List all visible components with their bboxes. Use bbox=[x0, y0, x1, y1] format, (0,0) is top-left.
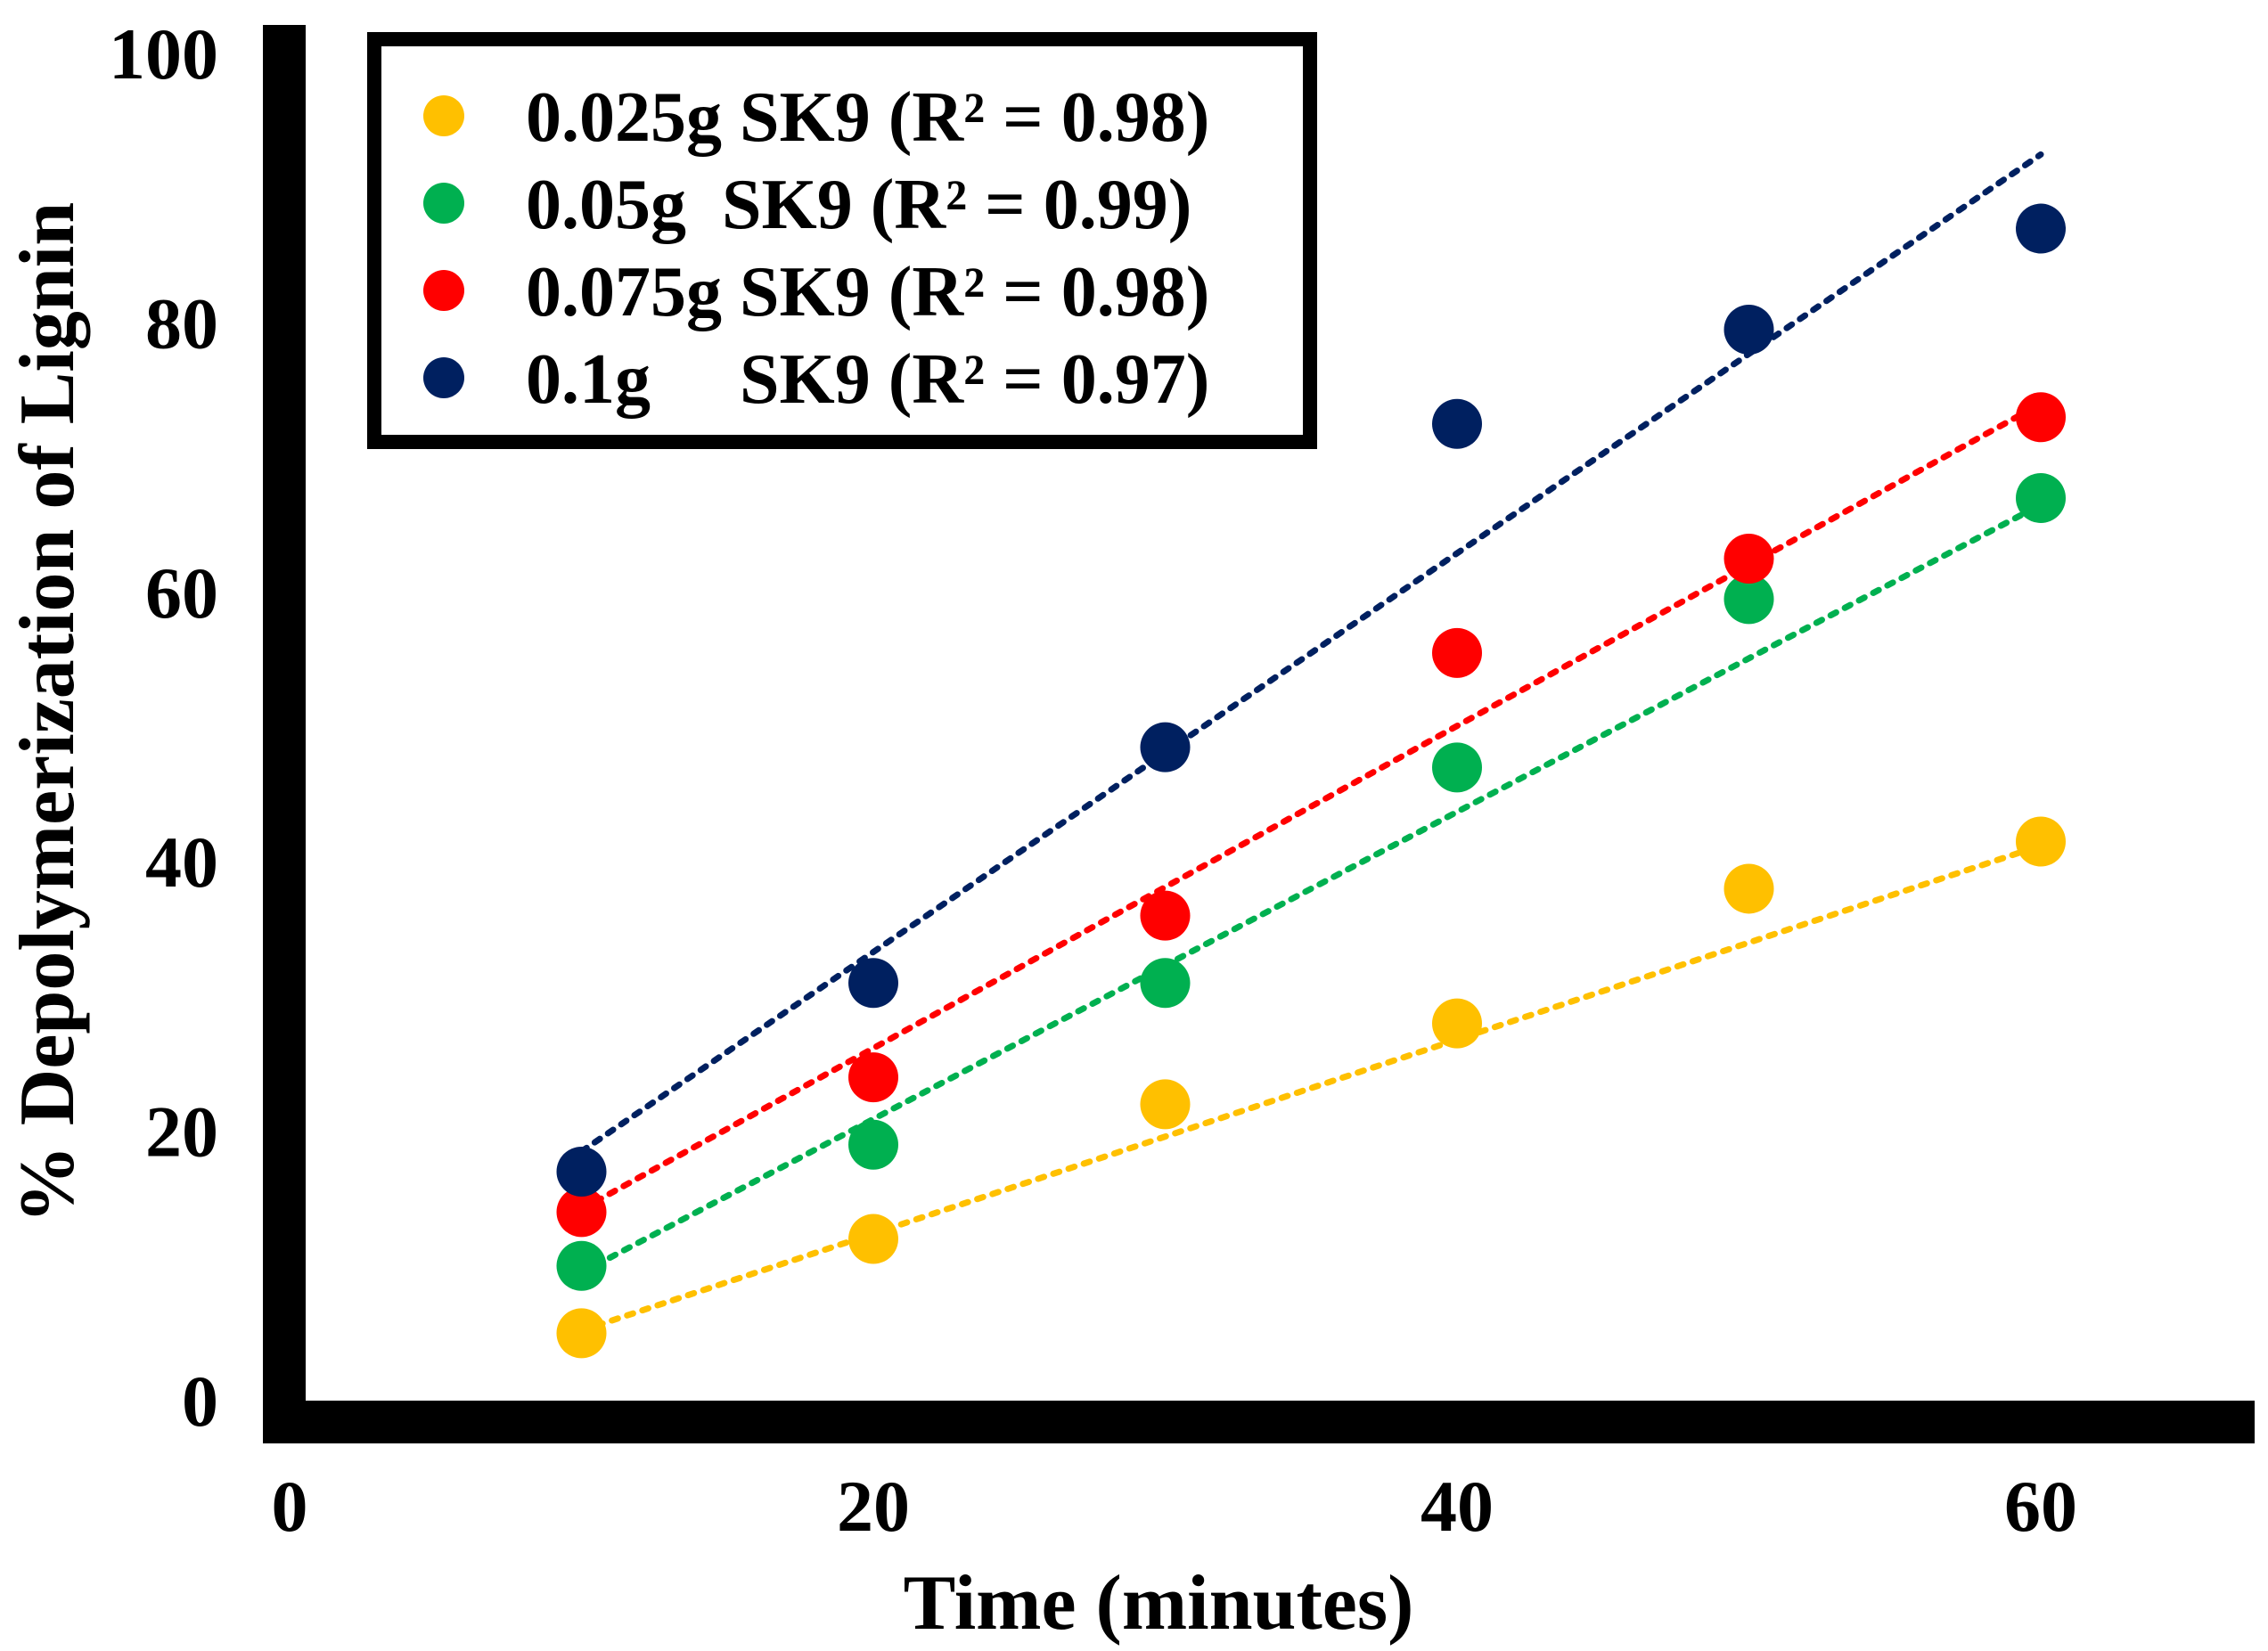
trendline-0 bbox=[578, 842, 2044, 1334]
legend-box bbox=[367, 32, 1317, 449]
legend-marker bbox=[423, 270, 464, 311]
legend-marker bbox=[423, 357, 464, 398]
x-tick-labels: 0 20 40 60 bbox=[272, 1466, 2078, 1547]
x-axis-line bbox=[263, 1401, 2255, 1443]
y-tick-labels: 0 20 40 60 80 100 bbox=[109, 13, 218, 1442]
x-tick-label: 20 bbox=[837, 1466, 910, 1547]
y-tick-label: 60 bbox=[145, 552, 218, 633]
data-point bbox=[848, 958, 898, 1009]
data-point bbox=[1432, 398, 1482, 449]
data-point bbox=[1724, 863, 1774, 914]
data-point bbox=[1724, 574, 1774, 625]
data-point bbox=[2016, 816, 2066, 867]
trendline-1 bbox=[578, 502, 2044, 1276]
data-point bbox=[2016, 472, 2066, 523]
legend-label: 0.1g SK9 (R² = 0.97) bbox=[526, 340, 1209, 419]
data-point bbox=[848, 1119, 898, 1170]
data-point bbox=[1140, 1079, 1191, 1130]
x-tick-label: 40 bbox=[1421, 1466, 1494, 1547]
data-point bbox=[1724, 534, 1774, 584]
y-tick-label: 100 bbox=[109, 13, 218, 94]
legend: 0.025g SK9 (R² = 0.98) 0.05g SK9 (R² = 0.… bbox=[367, 32, 1317, 449]
data-point bbox=[556, 1240, 607, 1291]
data-point bbox=[848, 1214, 898, 1264]
trendline-2 bbox=[578, 400, 2044, 1213]
legend-items: 0.025g SK9 (R² = 0.98) 0.05g SK9 (R² = 0.… bbox=[423, 78, 1209, 419]
y-tick-label: 80 bbox=[145, 282, 218, 364]
data-point bbox=[1432, 998, 1482, 1049]
data-point bbox=[1140, 722, 1191, 772]
data-point bbox=[1432, 742, 1482, 793]
data-point bbox=[1724, 304, 1774, 355]
x-tick-label: 0 bbox=[272, 1466, 308, 1547]
data-point bbox=[556, 1187, 607, 1238]
data-point bbox=[2016, 392, 2066, 443]
x-axis-title: Time (minutes) bbox=[904, 1560, 1414, 1647]
x-tick-label: 60 bbox=[2004, 1466, 2077, 1547]
data-point bbox=[556, 1146, 607, 1197]
data-point bbox=[848, 1052, 898, 1103]
legend-label: 0.025g SK9 (R² = 0.98) bbox=[526, 78, 1209, 157]
y-axis-title: % Depolymerization of Lignin bbox=[4, 202, 91, 1223]
data-point bbox=[1432, 627, 1482, 678]
trendline-group bbox=[578, 151, 2044, 1334]
y-axis-line bbox=[263, 25, 306, 1443]
legend-label: 0.075g SK9 (R² = 0.98) bbox=[526, 253, 1209, 331]
trendline-3 bbox=[578, 151, 2044, 1155]
data-point bbox=[556, 1308, 607, 1359]
data-point-group bbox=[556, 203, 2066, 1359]
legend-marker bbox=[423, 183, 464, 224]
y-tick-label: 20 bbox=[145, 1091, 218, 1173]
legend-marker bbox=[423, 95, 464, 136]
y-tick-label: 0 bbox=[182, 1361, 218, 1442]
y-tick-label: 40 bbox=[145, 821, 218, 903]
data-point bbox=[1140, 890, 1191, 941]
data-point bbox=[2016, 203, 2066, 254]
legend-label: 0.05g SK9 (R² = 0.99) bbox=[526, 166, 1191, 244]
data-point bbox=[1140, 958, 1191, 1009]
